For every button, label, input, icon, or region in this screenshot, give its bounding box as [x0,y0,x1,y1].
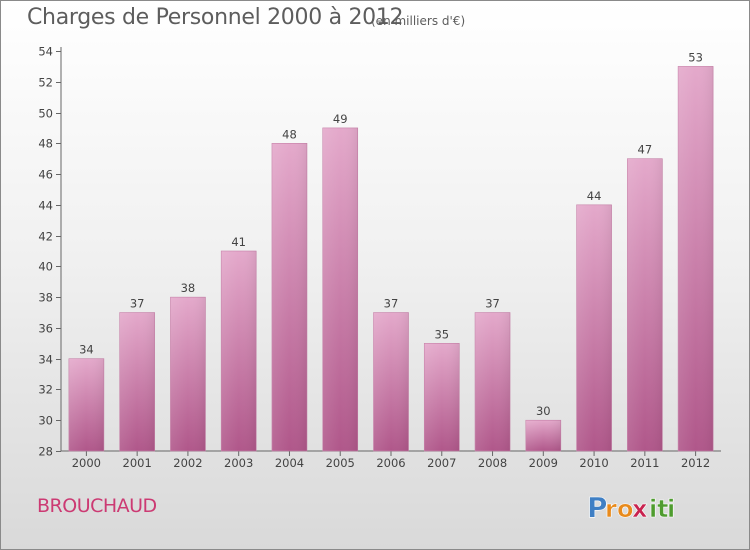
x-tick-label: 2010 [579,456,608,470]
x-tick-label: 2005 [326,456,355,470]
bar-value-label: 53 [688,50,703,64]
bar-value-label: 41 [231,235,246,249]
bar-value-label: 37 [130,297,145,311]
bar-shine [373,312,409,451]
y-tick-label: 40 [38,260,53,274]
y-tick-label: 28 [38,445,53,459]
x-tick-label: 2008 [478,456,507,470]
bar-value-label: 37 [485,297,500,311]
bar-shine [424,343,460,451]
bar-value-label: 37 [384,297,399,311]
bar-shine [170,297,206,451]
y-tick-label: 34 [38,353,53,367]
bar-shine [525,420,561,451]
x-tick-label: 2012 [681,456,710,470]
bar-shine [271,143,307,452]
y-tick-label: 30 [38,414,53,428]
chart-axes: 28 30 32 34 36 38 40 42 44 46 48 50 52 54 [38,45,721,459]
bar-shine [576,204,612,451]
chart-subtitle: (en milliers d'€) [371,14,466,28]
x-tick-label: 2007 [427,456,456,470]
x-tick-label: 2003 [224,456,253,470]
bar-value-label: 49 [333,112,348,126]
x-tick-label: 2000 [72,456,101,470]
chart-bars [68,66,714,452]
y-tick-label: 46 [38,168,53,182]
proxiti-logo[interactable]: Pr ox i ti [585,487,695,527]
chart-title: Charges de Personnel 2000 à 2012 [27,5,404,30]
bar-value-label: 34 [79,343,94,357]
x-tick-label: 2001 [123,456,152,470]
bar-value-label: 48 [282,127,297,141]
bar-value-label: 38 [181,281,196,295]
y-tick-label: 52 [38,76,53,90]
logo-letter: r [605,495,617,523]
logo-letter: x [632,495,648,523]
x-tick-label: 2011 [630,456,659,470]
x-tick-label: 2009 [529,456,558,470]
y-tick-label: 48 [38,137,53,151]
bar-shine [627,158,663,451]
bar-shine [678,66,714,451]
bar-value-label: 47 [638,143,653,157]
bar-value-label: 44 [587,189,602,203]
logo-letter: i [667,495,675,523]
logo-letter: t [657,495,668,523]
logo-letter: i [649,495,657,523]
x-tick-label: 2004 [275,456,304,470]
commune-name: BROUCHAUD [37,495,157,517]
y-tick-label: 42 [38,230,53,244]
y-tick-label: 54 [38,45,53,59]
logo-letter: o [617,495,634,523]
bar-value-label: 30 [536,404,551,418]
y-tick-label: 50 [38,107,53,121]
bar-shine [221,251,257,451]
y-tick-label: 32 [38,383,53,397]
bar-value-label: 35 [434,327,449,341]
logo-letter: P [587,491,608,524]
x-tick-label: 2002 [173,456,202,470]
y-tick-label: 38 [38,291,53,305]
bar-shine [119,312,155,451]
y-tick-label: 36 [38,322,53,336]
bar-shine [68,358,104,451]
x-tick-label: 2006 [376,456,405,470]
bar-shine [322,127,358,451]
y-tick-label: 44 [38,199,53,213]
chart-labels: 34 2000 37 2001 38 2002 41 2003 48 2004 49 2005 37 20… [72,50,711,470]
bar-shine [475,312,511,451]
